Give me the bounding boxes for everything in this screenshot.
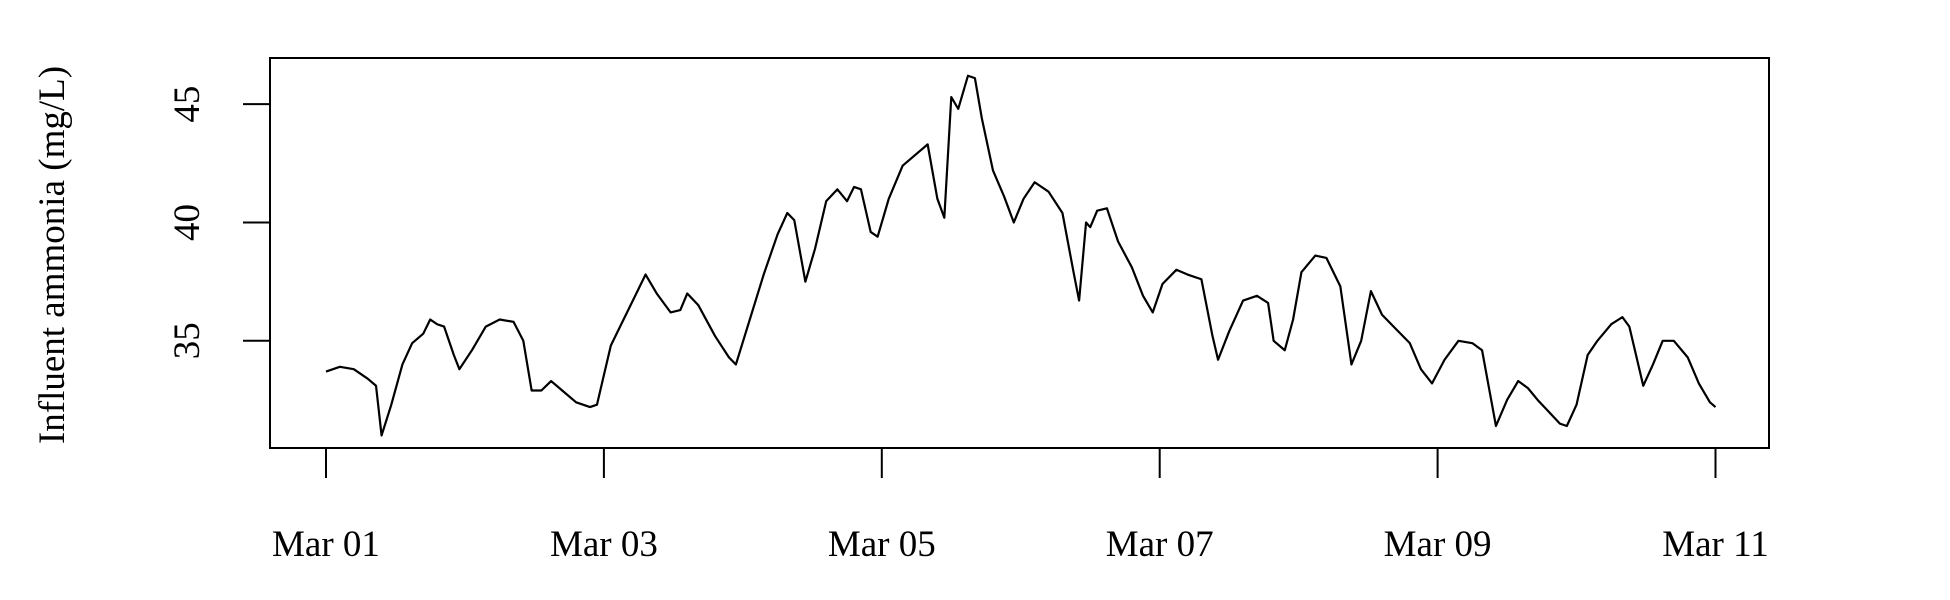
plot-frame bbox=[269, 57, 1770, 449]
y-axis-label: Influent ammonia (mg/L) bbox=[32, 66, 73, 444]
data-line bbox=[325, 74, 1717, 437]
y-tick-label: 45 bbox=[167, 86, 208, 123]
x-tick-label: Mar 11 bbox=[1662, 524, 1769, 565]
y-tick-label: 40 bbox=[167, 204, 208, 241]
x-tick-label: Mar 09 bbox=[1384, 524, 1492, 565]
x-tick-label: Mar 07 bbox=[1106, 524, 1214, 565]
x-tick-label: Mar 05 bbox=[828, 524, 936, 565]
y-tick-label: 35 bbox=[167, 322, 208, 359]
x-tick-label: Mar 03 bbox=[550, 524, 658, 565]
x-tick-label: Mar 01 bbox=[272, 524, 380, 565]
